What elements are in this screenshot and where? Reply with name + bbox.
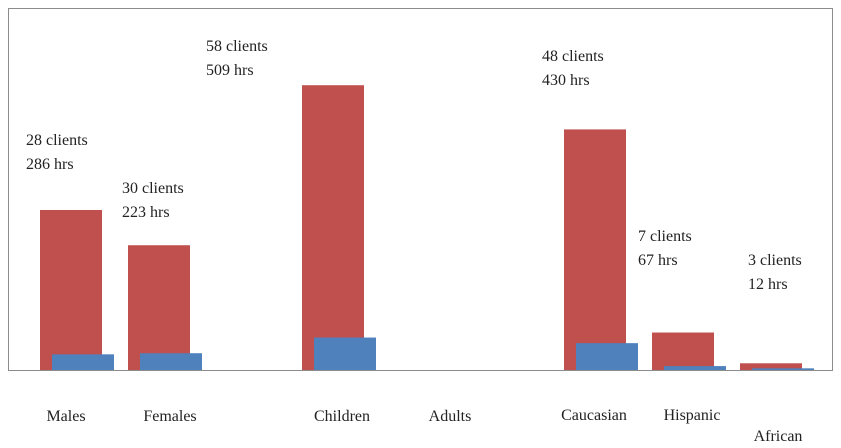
- bar-hours-african: [740, 363, 802, 370]
- data-label-males: 28 clients 286 hrs: [26, 132, 88, 173]
- annotations-layer: 28 clients 286 hrs 30 clients 223 hrs 58 cli…: [26, 38, 802, 293]
- data-label-clients: 58 clients: [206, 38, 268, 55]
- data-label-hours: 509 hrs: [206, 62, 254, 79]
- bar-hours-males: [40, 209, 102, 370]
- data-label-hours: 12 hrs: [748, 276, 788, 293]
- tick-label-caucasian: Caucasian: [561, 407, 627, 424]
- bar-clients-african: [752, 368, 814, 370]
- bar-hours-hispanic: [652, 332, 714, 370]
- tick-label-males: Males: [46, 408, 85, 425]
- bar-clients-males: [52, 354, 114, 370]
- plot-area-frame: [8, 8, 833, 371]
- x-tick-labels: Males Females Children Adults Caucasian Hispa…: [46, 407, 802, 445]
- bar-hours-females: [128, 245, 190, 370]
- data-label-hours: 67 hrs: [638, 252, 678, 269]
- data-label-african: 3 clients 12 hrs: [748, 252, 802, 293]
- bar-clients-children: [314, 337, 376, 370]
- tick-label-hispanic: Hispanic: [664, 407, 721, 424]
- bars-layer: [40, 85, 814, 370]
- data-label-hours: 430 hrs: [542, 72, 590, 89]
- data-label-clients: 48 clients: [542, 48, 604, 65]
- data-label-females: 30 clients 223 hrs: [122, 180, 184, 221]
- bar-clients-hispanic: [664, 366, 726, 370]
- data-label-hours: 286 hrs: [26, 156, 74, 173]
- tick-label-african: African: [754, 428, 803, 445]
- bar-clients-females: [140, 353, 202, 370]
- tick-label-children: Children: [314, 408, 370, 425]
- data-label-hispanic: 7 clients 67 hrs: [638, 228, 692, 269]
- data-label-hours: 223 hrs: [122, 204, 170, 221]
- data-label-caucasian: 48 clients 430 hrs: [542, 48, 604, 89]
- data-label-clients: 3 clients: [748, 252, 802, 269]
- data-label-clients: 28 clients: [26, 132, 88, 149]
- bar-clients-caucasian: [576, 343, 638, 370]
- tick-label-adults: Adults: [429, 408, 472, 425]
- data-label-clients: 30 clients: [122, 180, 184, 197]
- bar-hours-children: [302, 85, 364, 370]
- bar-hours-caucasian: [564, 129, 626, 370]
- data-label-children: 58 clients 509 hrs: [206, 38, 268, 79]
- tick-label-females: Females: [143, 408, 196, 425]
- data-label-clients: 7 clients: [638, 228, 692, 245]
